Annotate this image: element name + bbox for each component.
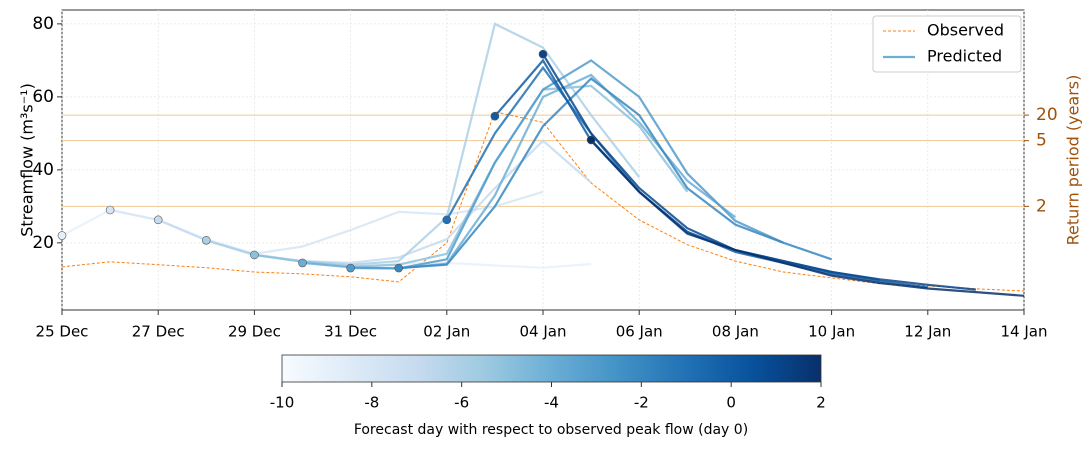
y-axis-label: Streamflow (m³s⁻¹): [18, 83, 37, 237]
forecast-line: [302, 73, 737, 270]
legend-label: Observed: [927, 21, 1004, 40]
forecast-start-marker: [346, 263, 355, 273]
x-tick-label: 10 Jan: [808, 323, 855, 341]
forecast-start-marker: [394, 263, 404, 273]
x-tick-label: 02 Jan: [423, 323, 470, 341]
colorbar-tick-label: 0: [726, 394, 736, 412]
forecast-line: [205, 22, 641, 266]
x-tick-label: 14 Jan: [1001, 323, 1048, 341]
x-tick-label: 12 Jan: [904, 323, 951, 341]
x-tick-label: 25 Dec: [36, 323, 89, 341]
forecast-line: [350, 59, 784, 270]
colorbar-tick-label: -4: [544, 394, 559, 412]
forecast-line: [445, 65, 880, 282]
forecast-start-marker: [57, 231, 67, 240]
x-tick-label: 04 Jan: [520, 323, 567, 341]
forecast-line: [590, 139, 1025, 297]
y-tick-label: 20: [32, 233, 54, 253]
forecast-start-marker: [298, 258, 307, 268]
forecast-start-marker: [105, 205, 115, 215]
forecast-start-marker: [153, 215, 163, 225]
forecast-line: [542, 53, 977, 291]
y2-axis-label: Return period (years): [1064, 75, 1083, 246]
y-tick-label: 80: [32, 14, 54, 34]
colorbar-tick-label: 2: [816, 394, 826, 412]
forecast-line: [398, 77, 832, 270]
observed-line: [61, 111, 1025, 292]
forecast-start-marker: [250, 250, 259, 260]
colorbar-tick-label: -6: [454, 394, 469, 412]
y-tick-label: 60: [32, 87, 54, 107]
forecast-start-marker: [442, 215, 452, 225]
colorbar-label: Forecast day with respect to observed pe…: [354, 422, 748, 438]
x-tick-label: 06 Jan: [616, 323, 663, 341]
y2-tick-label: 5: [1036, 131, 1047, 151]
colorbar-tick-label: -8: [364, 394, 379, 412]
y2-tick-label: 20: [1036, 105, 1058, 125]
y2-tick-label: 2: [1036, 196, 1047, 216]
colorbar: [281, 354, 822, 383]
x-tick-label: 31 Dec: [324, 323, 377, 341]
x-tick-label: 27 Dec: [132, 323, 185, 341]
forecast-line: [109, 190, 544, 255]
forecast-start-marker: [202, 235, 211, 245]
colorbar-tick-label: -10: [270, 394, 295, 412]
forecast-start-marker: [586, 135, 596, 145]
forecast-start-marker: [538, 49, 548, 59]
x-tick-label: 29 Dec: [228, 323, 281, 341]
colorbar-tick-label: -2: [634, 394, 649, 412]
y-tick-label: 40: [32, 160, 54, 180]
legend-label: Predicted: [927, 47, 1002, 66]
x-tick-label: 08 Jan: [712, 323, 759, 341]
forecast-start-marker: [490, 111, 500, 121]
